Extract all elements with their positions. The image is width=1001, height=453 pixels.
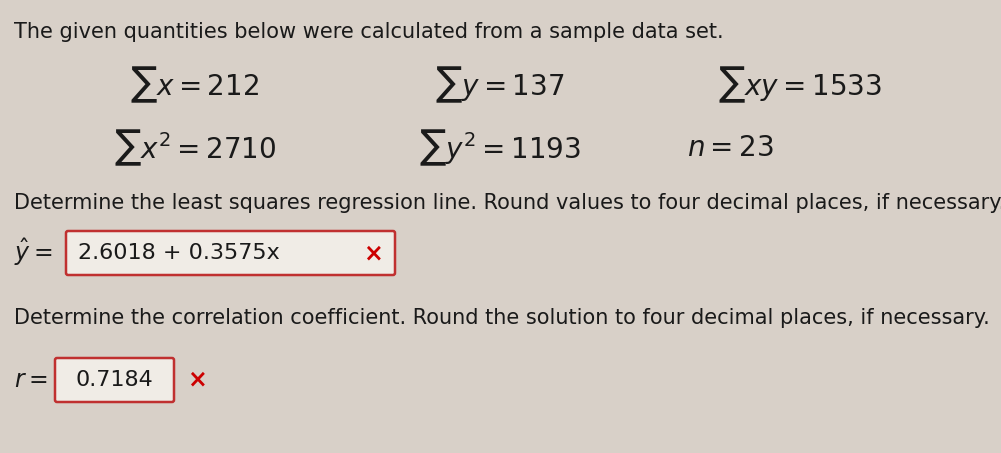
Text: $\sum y^2 = 1193$: $\sum y^2 = 1193$ <box>419 128 581 168</box>
Text: $\hat{y} =$: $\hat{y} =$ <box>14 236 52 268</box>
Text: 0.7184: 0.7184 <box>76 370 153 390</box>
Text: $n = 23$: $n = 23$ <box>687 134 774 162</box>
Text: ×: × <box>363 241 382 265</box>
Text: $\sum xy = 1533$: $\sum xy = 1533$ <box>718 65 882 105</box>
Text: $\sum y = 137$: $\sum y = 137$ <box>435 65 565 105</box>
Text: 2.6018 + 0.3575x: 2.6018 + 0.3575x <box>78 243 279 263</box>
Text: $r =$: $r =$ <box>14 368 48 392</box>
Text: Determine the least squares regression line. Round values to four decimal places: Determine the least squares regression l… <box>14 193 1001 213</box>
Text: ×: × <box>187 368 207 392</box>
Text: $\sum x^2 = 2710$: $\sum x^2 = 2710$ <box>114 128 276 168</box>
Text: The given quantities below were calculated from a sample data set.: The given quantities below were calculat… <box>14 22 724 42</box>
FancyBboxPatch shape <box>66 231 395 275</box>
FancyBboxPatch shape <box>55 358 174 402</box>
Text: $\sum x = 212$: $\sum x = 212$ <box>130 65 259 105</box>
Text: Determine the correlation coefficient. Round the solution to four decimal places: Determine the correlation coefficient. R… <box>14 308 990 328</box>
